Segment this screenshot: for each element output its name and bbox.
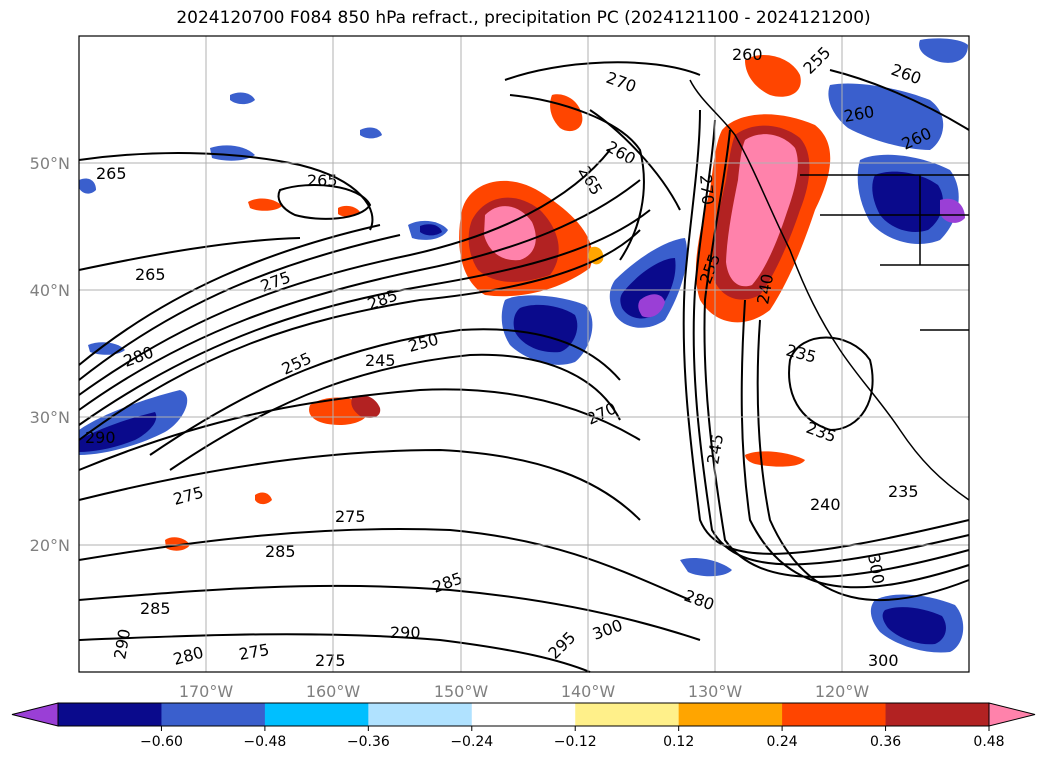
colorbar-segment (368, 703, 473, 726)
contour-label: 265 (307, 171, 338, 190)
colorbar-tick-label: −0.48 (243, 734, 286, 750)
colorbar-tick-label: −0.36 (347, 734, 390, 750)
map-frame (78, 35, 970, 673)
contour-label: 300 (868, 651, 899, 670)
colorbar-outline (57, 702, 990, 727)
contour-label: 235 (888, 482, 919, 501)
colorbar-extend-min (11, 702, 59, 727)
contour-label: 270 (696, 174, 718, 206)
lat-label-30n: 30°N (30, 408, 70, 427)
colorbar-tick-label: 0.12 (663, 734, 694, 750)
colorbar-segment (58, 703, 162, 726)
colorbar-segment (678, 703, 783, 726)
latitude-axis: 50°N 40°N 30°N 20°N (30, 154, 70, 555)
lon-label-150w: 150°W (434, 682, 489, 701)
colorbar-tick-label: 0.48 (973, 734, 1004, 750)
colorbar-segment (264, 703, 369, 726)
lon-label-160w: 160°W (306, 682, 361, 701)
contour-label: 290 (85, 428, 116, 447)
colorbar-tick-label: −0.60 (140, 734, 183, 750)
colorbar: −0.60 −0.48 −0.36 −0.24 −0.12 0.12 0.24 0.36 0.4… (11, 702, 1036, 750)
contour-label: 290 (390, 623, 421, 642)
colorbar-tick-label: −0.24 (450, 734, 493, 750)
contour-label: 275 (315, 651, 346, 670)
colorbar-segment (885, 703, 990, 726)
contour-label: 285 (265, 542, 296, 561)
contour-label: 245 (365, 351, 396, 370)
precip-fill-layer (79, 38, 968, 653)
gridlines (79, 36, 969, 672)
coastline (689, 79, 970, 501)
contour-label: 265 (135, 265, 166, 284)
contour-label: 265 (96, 164, 127, 183)
map-title: 2024120700 F084 850 hPa refract., precip… (176, 8, 871, 28)
lon-label-120w: 120°W (815, 682, 870, 701)
colorbar-segment (575, 703, 680, 726)
lon-label-140w: 140°W (561, 682, 616, 701)
contour-label: 240 (810, 495, 841, 514)
contour-label: 275 (335, 507, 366, 526)
colorbar-extend-max (988, 702, 1036, 727)
lat-label-50n: 50°N (30, 154, 70, 173)
lon-label-170w: 170°W (179, 682, 234, 701)
colorbar-tick-label: 0.24 (767, 734, 798, 750)
lat-label-20n: 20°N (30, 536, 70, 555)
colorbar-segment (471, 703, 576, 726)
colorbar-tick-label: −0.12 (554, 734, 597, 750)
colorbar-segment (161, 703, 266, 726)
longitude-axis: 170°W 160°W 150°W 140°W 130°W 120°W (179, 682, 870, 701)
colorbar-tick-label: 0.36 (870, 734, 901, 750)
contour-label: 260 (732, 45, 763, 64)
lon-label-130w: 130°W (688, 682, 743, 701)
contour-label: 285 (140, 599, 171, 618)
colorbar-segment (782, 703, 887, 726)
lat-label-40n: 40°N (30, 281, 70, 300)
